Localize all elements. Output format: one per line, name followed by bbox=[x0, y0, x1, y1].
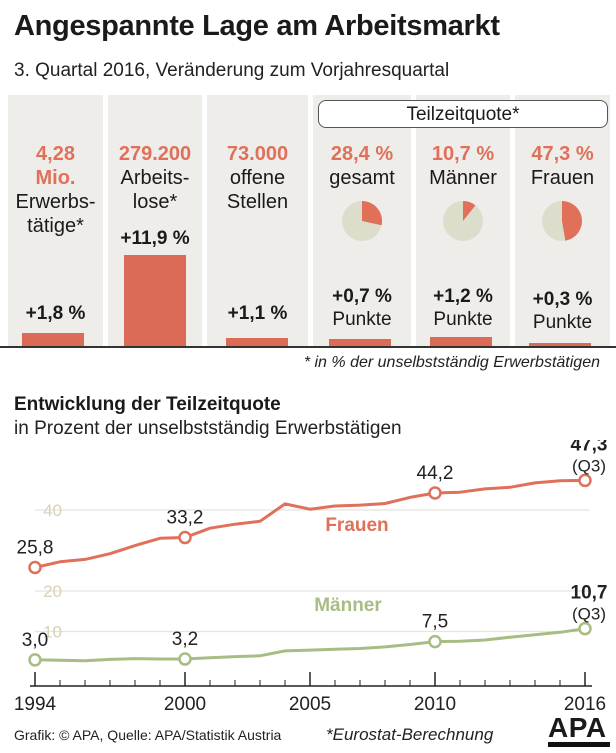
data-point bbox=[28, 653, 42, 667]
data-label: 44,2 bbox=[417, 463, 454, 484]
x-tick-label: 1994 bbox=[14, 694, 57, 715]
change-bar bbox=[22, 333, 84, 347]
pie-chart bbox=[342, 201, 383, 241]
apa-logo: APA bbox=[548, 712, 607, 743]
series-line-maenner bbox=[34, 627, 586, 663]
data-label: 10,7 bbox=[571, 583, 608, 604]
stat-value: 10,7 % bbox=[431, 143, 495, 165]
stat-label-2: lose* bbox=[132, 191, 178, 213]
logo-underline bbox=[548, 742, 610, 747]
data-point bbox=[428, 634, 442, 649]
data-label: 3,0 bbox=[22, 630, 48, 651]
data-label-sub: (Q3) bbox=[572, 456, 606, 475]
stat-card-offene-stellen: 73.000 offene Stellen +1,1 % bbox=[207, 95, 308, 347]
page-subtitle: 3. Quartal 2016, Veränderung zum Vorjahr… bbox=[14, 60, 450, 81]
pie-chart bbox=[443, 201, 483, 241]
data-label-sub: (Q3) bbox=[572, 605, 606, 624]
data-point bbox=[28, 560, 42, 575]
stat-value-unit: Mio. bbox=[35, 167, 76, 189]
x-tick-label: 2005 bbox=[289, 694, 331, 715]
data-label: 3,2 bbox=[172, 629, 198, 650]
data-point bbox=[178, 530, 192, 545]
source-credit: Grafik: © APA, Quelle: APA/Statistik Aus… bbox=[14, 727, 282, 743]
y-tick-label: 40 bbox=[43, 501, 62, 520]
data-point bbox=[578, 473, 592, 488]
data-label: 7,5 bbox=[422, 612, 448, 633]
stat-card-teilzeit-frauen: 47,3 % Frauen +0,3 % Punkte bbox=[515, 95, 610, 347]
stat-label: Arbeits- bbox=[120, 167, 190, 189]
section-title: Entwicklung der Teilzeitquote bbox=[14, 394, 281, 415]
stat-label: Erwerbs- bbox=[15, 191, 96, 213]
data-point bbox=[578, 621, 592, 636]
data-point bbox=[428, 486, 442, 500]
pie-slice bbox=[463, 201, 476, 221]
line-chart: 10 20 40 1994 2000 2005 2010 2016 25,8 33,2 44,2 47… bbox=[14, 440, 608, 715]
series-name-label: Frauen bbox=[325, 515, 388, 536]
data-label: 25,8 bbox=[17, 538, 54, 559]
stat-value: 28,4 % bbox=[330, 143, 394, 165]
data-label: 47,3 bbox=[571, 440, 608, 455]
pie-slice bbox=[562, 201, 582, 241]
stat-value: 279.200 bbox=[118, 143, 192, 165]
series-line-frauen bbox=[34, 478, 586, 569]
teilzeitquote-header: Teilzeitquote* bbox=[318, 100, 608, 128]
data-point bbox=[178, 652, 192, 666]
stat-value: 47,3 % bbox=[531, 143, 594, 165]
stat-change: +1,1 % bbox=[227, 303, 288, 324]
stat-change-unit: Punkte bbox=[433, 309, 493, 330]
stat-label: Männer bbox=[429, 167, 497, 189]
stat-change: +1,2 % bbox=[433, 286, 493, 307]
bar-baseline bbox=[0, 346, 616, 348]
stat-label: offene bbox=[229, 167, 286, 189]
stat-change: +0,7 % bbox=[332, 286, 392, 307]
stat-change: +1,8 % bbox=[25, 303, 86, 324]
stat-label-2: tätige* bbox=[27, 215, 84, 237]
stat-label: gesamt bbox=[329, 167, 395, 189]
change-bar bbox=[329, 339, 391, 347]
change-bar bbox=[430, 337, 492, 347]
stat-card-teilzeit-gesamt: 28,4 % gesamt +0,7 % Punkte bbox=[313, 95, 411, 347]
x-tick-label: 2000 bbox=[164, 694, 206, 715]
pie-chart bbox=[542, 201, 582, 241]
stat-card-erwerbstaetige: 4,28 Mio. Erwerbs- tätige* +1,8 % bbox=[8, 95, 103, 347]
stat-change: +11,9 % bbox=[120, 228, 190, 249]
stat-change-unit: Punkte bbox=[532, 312, 593, 333]
page-title: Angespannte Lage am Arbeitsmarkt bbox=[14, 10, 500, 42]
stat-label: Frauen bbox=[530, 167, 595, 189]
x-tick-label: 2010 bbox=[414, 694, 456, 715]
stat-change: +0,3 % bbox=[532, 289, 593, 310]
y-tick-label: 20 bbox=[43, 582, 62, 601]
stat-card-teilzeit-maenner: 10,7 % Männer +1,2 % Punkte bbox=[416, 95, 510, 347]
footnote: * in % der unselbstständig Erwerbstätige… bbox=[303, 354, 600, 371]
change-bar bbox=[124, 255, 186, 347]
x-tick-label: 2016 bbox=[564, 694, 606, 715]
stat-value: 4,28 bbox=[36, 143, 75, 165]
pie-slice bbox=[362, 201, 383, 226]
section-subtitle: in Prozent der unselbstständig Erwerbstä… bbox=[14, 418, 402, 439]
data-label: 33,2 bbox=[167, 508, 204, 529]
series-name-label: Männer bbox=[314, 595, 382, 616]
change-bar bbox=[529, 343, 591, 347]
stat-label-2: Stellen bbox=[226, 191, 289, 213]
stat-value: 73.000 bbox=[226, 143, 289, 165]
stat-change-unit: Punkte bbox=[332, 309, 392, 330]
eurostat-note: *Eurostat-Berechnung bbox=[326, 725, 494, 744]
stat-card-arbeitslose: 279.200 Arbeits- lose* +11,9 % bbox=[108, 95, 202, 347]
change-bar bbox=[226, 338, 288, 347]
y-tick-label: 10 bbox=[43, 623, 62, 642]
